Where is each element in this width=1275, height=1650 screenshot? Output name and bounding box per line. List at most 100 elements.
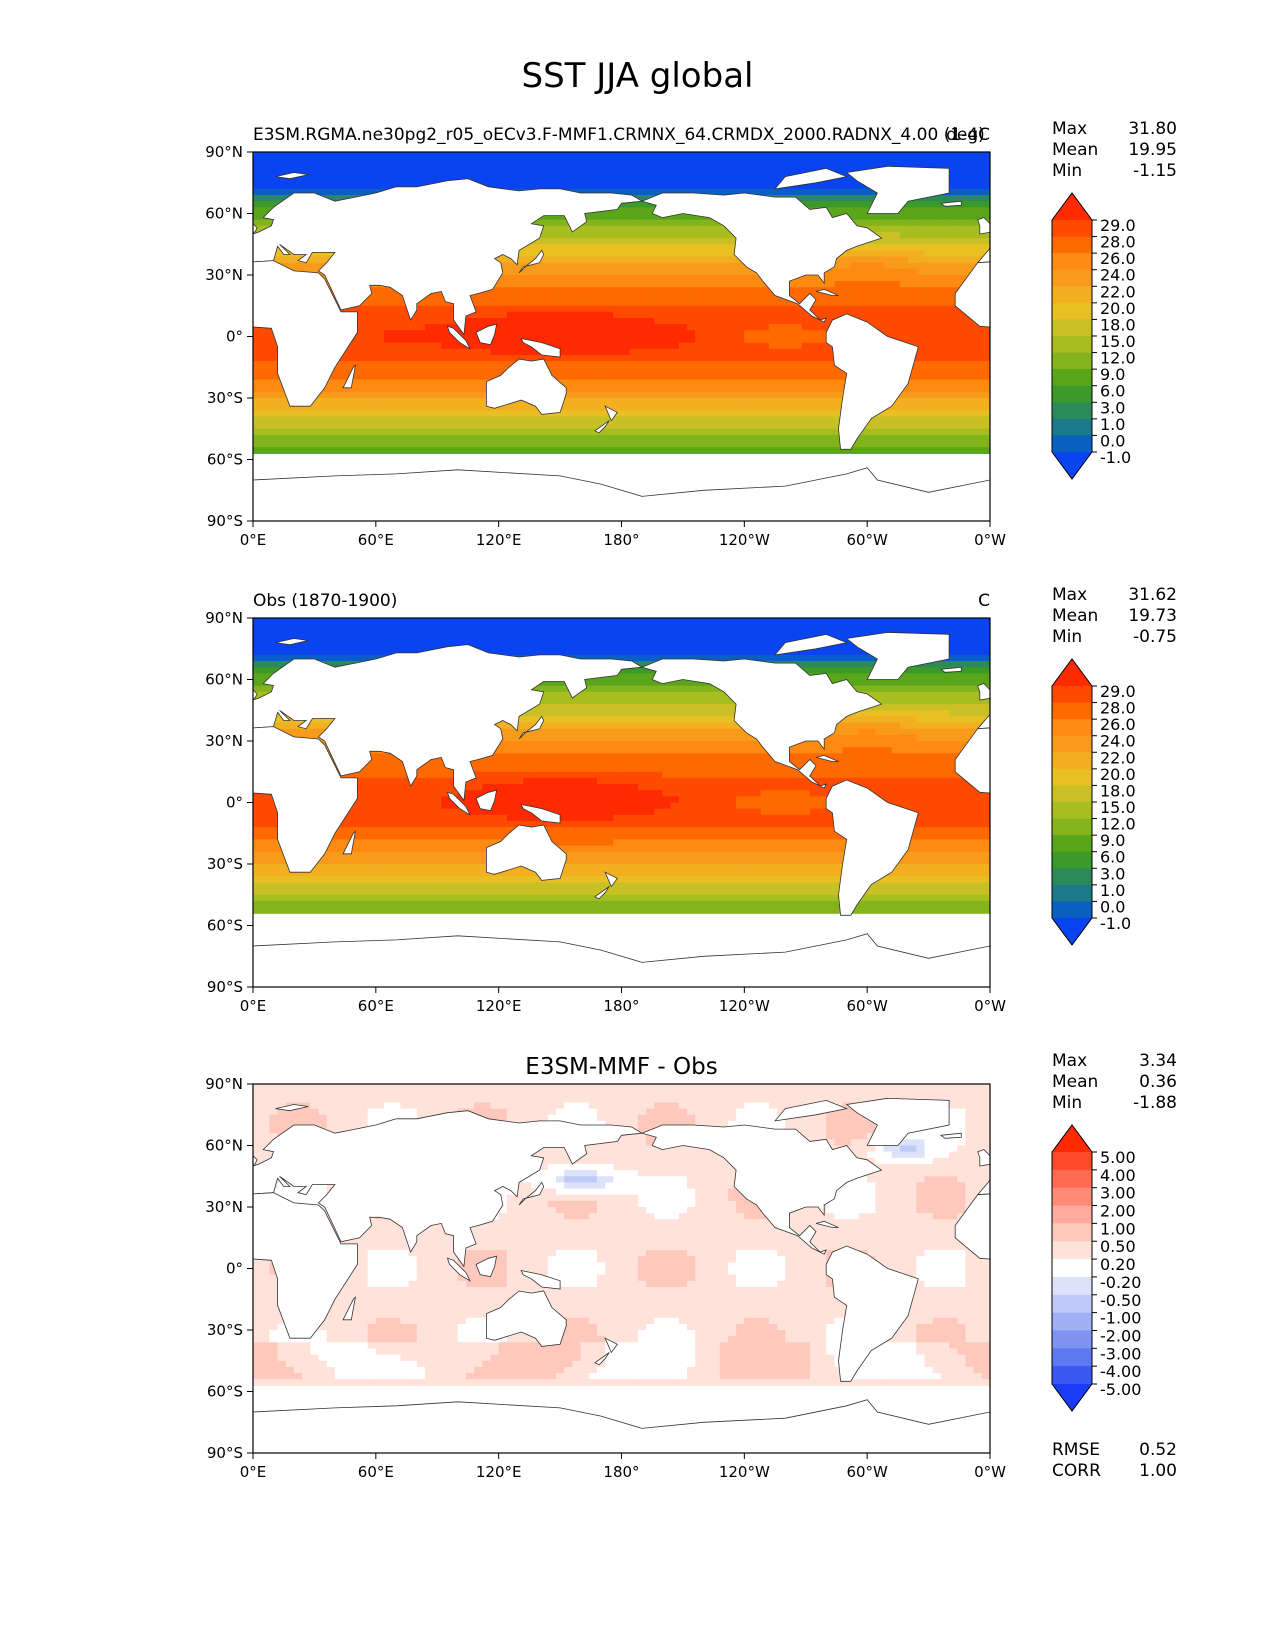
field-cell: [818, 201, 827, 208]
field-cell: [727, 385, 737, 393]
field-cell: [949, 416, 958, 424]
field-cell: [318, 158, 328, 165]
field-cell: [965, 447, 975, 454]
field-cell: [474, 630, 483, 638]
field-cell: [793, 354, 803, 362]
field-cell: [727, 434, 737, 442]
field-cell: [596, 342, 606, 350]
field-cell: [768, 441, 778, 448]
field-cell: [465, 618, 475, 625]
field-cell: [269, 404, 279, 411]
field-cell: [899, 305, 909, 313]
field-cell: [285, 422, 295, 430]
field-cell: [564, 275, 573, 282]
field-cell: [343, 367, 352, 374]
field-cell: [695, 385, 704, 393]
field-cell: [384, 299, 393, 307]
field-cell: [801, 348, 811, 356]
field-cell: [515, 636, 524, 644]
field-cell: [367, 404, 377, 411]
field-cell: [793, 367, 803, 374]
field-cell: [924, 238, 934, 245]
field-cell: [474, 348, 483, 356]
field-cell: [940, 330, 950, 338]
field-cell: [908, 324, 917, 331]
field-cell: [932, 318, 942, 325]
field-cell: [981, 434, 990, 442]
field-cell: [416, 176, 426, 184]
field-cell: [654, 188, 664, 196]
field-cell: [940, 219, 950, 227]
field-cell: [539, 176, 549, 184]
field-cell: [654, 385, 664, 393]
field-cell: [916, 404, 926, 411]
field-cell: [506, 287, 516, 295]
field-cell: [515, 618, 524, 625]
field-cell: [449, 434, 459, 442]
field-cell: [744, 164, 754, 172]
field-cell: [777, 188, 786, 196]
field-cell: [629, 379, 639, 387]
x-tick-label: 60°E: [358, 531, 394, 549]
field-cell: [424, 311, 434, 319]
field-cell: [367, 152, 377, 159]
coastline-cuba: [815, 288, 839, 296]
field-cell: [424, 361, 434, 368]
field-cell: [801, 398, 811, 405]
field-cell: [703, 385, 713, 393]
field-cell: [662, 182, 672, 190]
map-field: [253, 618, 990, 987]
field-cell: [359, 636, 369, 644]
field-cell: [768, 636, 778, 644]
field-cell: [523, 354, 533, 362]
panel-test: E3SM.RGMA.ne30pg2_r05_oECv3.F-MMF1.CRMNX…: [205, 119, 1177, 549]
field-cell: [269, 385, 279, 393]
field-cell: [834, 152, 844, 159]
field-cell: [646, 367, 655, 374]
field-cell: [940, 311, 950, 319]
field-cell: [949, 213, 958, 221]
field-cell: [588, 238, 598, 245]
field-cell: [719, 404, 729, 411]
field-cell: [605, 250, 614, 258]
field-cell: [957, 385, 967, 393]
field-cell: [842, 152, 852, 159]
field-cell: [482, 176, 492, 184]
colorbar-tick-label: 0.0: [1100, 431, 1125, 450]
field-cell: [793, 281, 803, 288]
field-cell: [924, 324, 934, 331]
coastline-greenland: [845, 165, 950, 214]
field-cell: [613, 244, 623, 251]
field-cell: [646, 275, 655, 282]
field-cell: [637, 404, 647, 411]
field-cell: [916, 293, 926, 301]
field-cell: [515, 170, 524, 178]
field-cell: [711, 348, 721, 356]
field-cell: [932, 434, 942, 442]
field-cell: [506, 182, 516, 190]
field-cell: [957, 268, 967, 276]
field-cell: [302, 630, 311, 638]
field-cell: [424, 416, 434, 424]
field-cell: [908, 201, 917, 208]
field-cell: [457, 342, 467, 350]
field-cell: [572, 318, 582, 325]
field-cell: [899, 410, 909, 418]
field-cell: [957, 336, 967, 344]
field-cell: [768, 385, 778, 393]
field-cell: [883, 287, 893, 295]
field-cell: [523, 305, 533, 313]
field-cell: [588, 379, 598, 387]
field-cell: [261, 182, 270, 190]
field-cell: [613, 225, 623, 233]
field-cell: [285, 428, 295, 436]
field-cell: [318, 404, 328, 411]
field-cell: [637, 398, 647, 405]
field-cell: [474, 398, 483, 405]
field-cell: [768, 391, 778, 399]
field-cell: [973, 152, 983, 159]
field-cell: [916, 311, 926, 319]
field-cell: [973, 256, 983, 264]
field-cell: [482, 373, 492, 381]
field-cell: [588, 642, 598, 650]
